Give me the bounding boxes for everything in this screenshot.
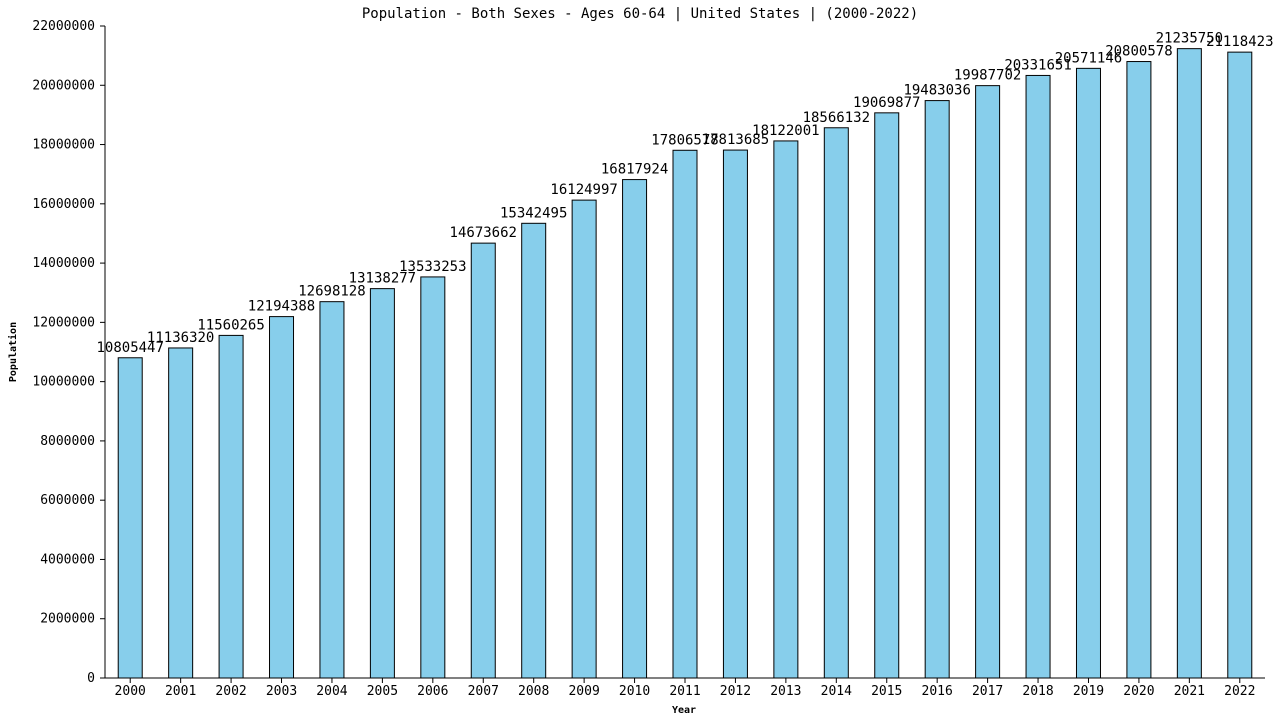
x-tick-label: 2012 bbox=[720, 684, 751, 699]
x-tick-label: 2015 bbox=[871, 684, 902, 699]
y-tick-label: 22000000 bbox=[32, 19, 95, 34]
y-tick-label: 12000000 bbox=[32, 315, 95, 330]
bar-2021 bbox=[1176, 48, 1202, 679]
x-tick-label: 2009 bbox=[568, 684, 599, 699]
x-tick-label: 2000 bbox=[115, 684, 146, 699]
value-label-2008: 15342495 bbox=[500, 205, 567, 221]
y-axis-title: Population bbox=[7, 322, 19, 382]
value-label-2017: 19987702 bbox=[954, 68, 1021, 84]
value-label-2019: 20571146 bbox=[1055, 50, 1122, 66]
value-label-2012: 17813685 bbox=[702, 132, 769, 148]
y-axis: 0 2000000 4000000 6000000 8000000 10000000 120… bbox=[32, 19, 105, 686]
value-label-2002: 11560265 bbox=[197, 317, 264, 333]
bar-2020 bbox=[1126, 61, 1152, 679]
value-label-2010: 16817924 bbox=[601, 162, 668, 178]
bar-2011 bbox=[672, 149, 698, 679]
value-label-2001: 11136320 bbox=[147, 330, 214, 346]
bar-2012 bbox=[722, 149, 748, 679]
value-label-2000: 10805447 bbox=[96, 340, 163, 356]
bar-2002 bbox=[218, 334, 244, 679]
y-tick-label: 4000000 bbox=[40, 552, 95, 567]
x-tick-label: 2018 bbox=[1022, 684, 1053, 699]
value-label-2007: 14673662 bbox=[450, 225, 517, 241]
bar-2009 bbox=[571, 199, 597, 679]
x-tick-label: 2005 bbox=[367, 684, 398, 699]
value-label-2011: 17806578 bbox=[651, 132, 718, 148]
value-label-2015: 19069877 bbox=[853, 95, 920, 111]
value-label-2005: 13138277 bbox=[349, 271, 416, 287]
bar-2010 bbox=[622, 179, 648, 679]
bar-2013 bbox=[773, 140, 799, 679]
x-tick-label: 2020 bbox=[1123, 684, 1154, 699]
x-tick-label: 2017 bbox=[972, 684, 1003, 699]
bar-2005 bbox=[369, 288, 395, 679]
y-tick-label: 0 bbox=[87, 671, 95, 686]
x-tick-label: 2007 bbox=[468, 684, 499, 699]
value-label-2022: 21118423 bbox=[1206, 34, 1273, 50]
bar-2015 bbox=[874, 112, 900, 679]
bars-group bbox=[117, 48, 1253, 679]
x-tick-label: 2004 bbox=[316, 684, 347, 699]
bar-2018 bbox=[1025, 74, 1051, 679]
x-tick-label: 2010 bbox=[619, 684, 650, 699]
value-label-2014: 18566132 bbox=[803, 110, 870, 126]
bar-2017 bbox=[975, 85, 1001, 679]
x-tick-label: 2006 bbox=[417, 684, 448, 699]
bar-2001 bbox=[168, 347, 194, 679]
x-tick-label: 2002 bbox=[215, 684, 246, 699]
value-label-2016: 19483036 bbox=[903, 83, 970, 99]
bar-2007 bbox=[470, 242, 496, 679]
value-label-2009: 16124997 bbox=[550, 182, 617, 198]
value-label-2020: 20800578 bbox=[1105, 44, 1172, 60]
x-tick-label: 2014 bbox=[821, 684, 852, 699]
y-tick-label: 16000000 bbox=[32, 197, 95, 212]
x-tick-label: 2003 bbox=[266, 684, 297, 699]
x-tick-label: 2021 bbox=[1174, 684, 1205, 699]
value-label-2003: 12194388 bbox=[248, 299, 315, 315]
y-tick-label: 10000000 bbox=[32, 375, 95, 390]
chart-title: Population - Both Sexes - Ages 60-64 | U… bbox=[362, 6, 918, 22]
x-tick-label: 2022 bbox=[1224, 684, 1255, 699]
bar-2003 bbox=[269, 316, 295, 679]
value-label-2021: 21235750 bbox=[1156, 31, 1223, 47]
bar-2000 bbox=[117, 357, 143, 679]
y-tick-label: 20000000 bbox=[32, 78, 95, 93]
y-tick-label: 8000000 bbox=[40, 434, 95, 449]
x-tick-label: 2008 bbox=[518, 684, 549, 699]
y-tick-label: 2000000 bbox=[40, 612, 95, 627]
x-tick-label: 2013 bbox=[770, 684, 801, 699]
bar-2019 bbox=[1075, 67, 1101, 679]
x-tick-label: 2016 bbox=[922, 684, 953, 699]
x-tick-label: 2019 bbox=[1073, 684, 1104, 699]
bar-2006 bbox=[420, 276, 446, 679]
x-tick-label: 2001 bbox=[165, 684, 196, 699]
bar-2022 bbox=[1227, 51, 1253, 679]
y-tick-label: 18000000 bbox=[32, 138, 95, 153]
value-label-2006: 13533253 bbox=[399, 259, 466, 275]
x-tick-label: 2011 bbox=[669, 684, 700, 699]
bar-2004 bbox=[319, 301, 345, 679]
x-axis: 2000 2001 2002 2003 2004 2005 2006 2007 2008 2009… bbox=[115, 678, 1255, 699]
x-axis-title: Year bbox=[672, 705, 696, 716]
y-tick-label: 14000000 bbox=[32, 256, 95, 271]
value-label-2004: 12698128 bbox=[298, 284, 365, 300]
value-label-2018: 20331651 bbox=[1004, 57, 1071, 73]
bar-2016 bbox=[924, 100, 950, 679]
bar-2014 bbox=[823, 127, 849, 679]
value-label-2013: 18122001 bbox=[752, 123, 819, 139]
y-tick-label: 6000000 bbox=[40, 493, 95, 508]
bar-2008 bbox=[521, 222, 547, 679]
